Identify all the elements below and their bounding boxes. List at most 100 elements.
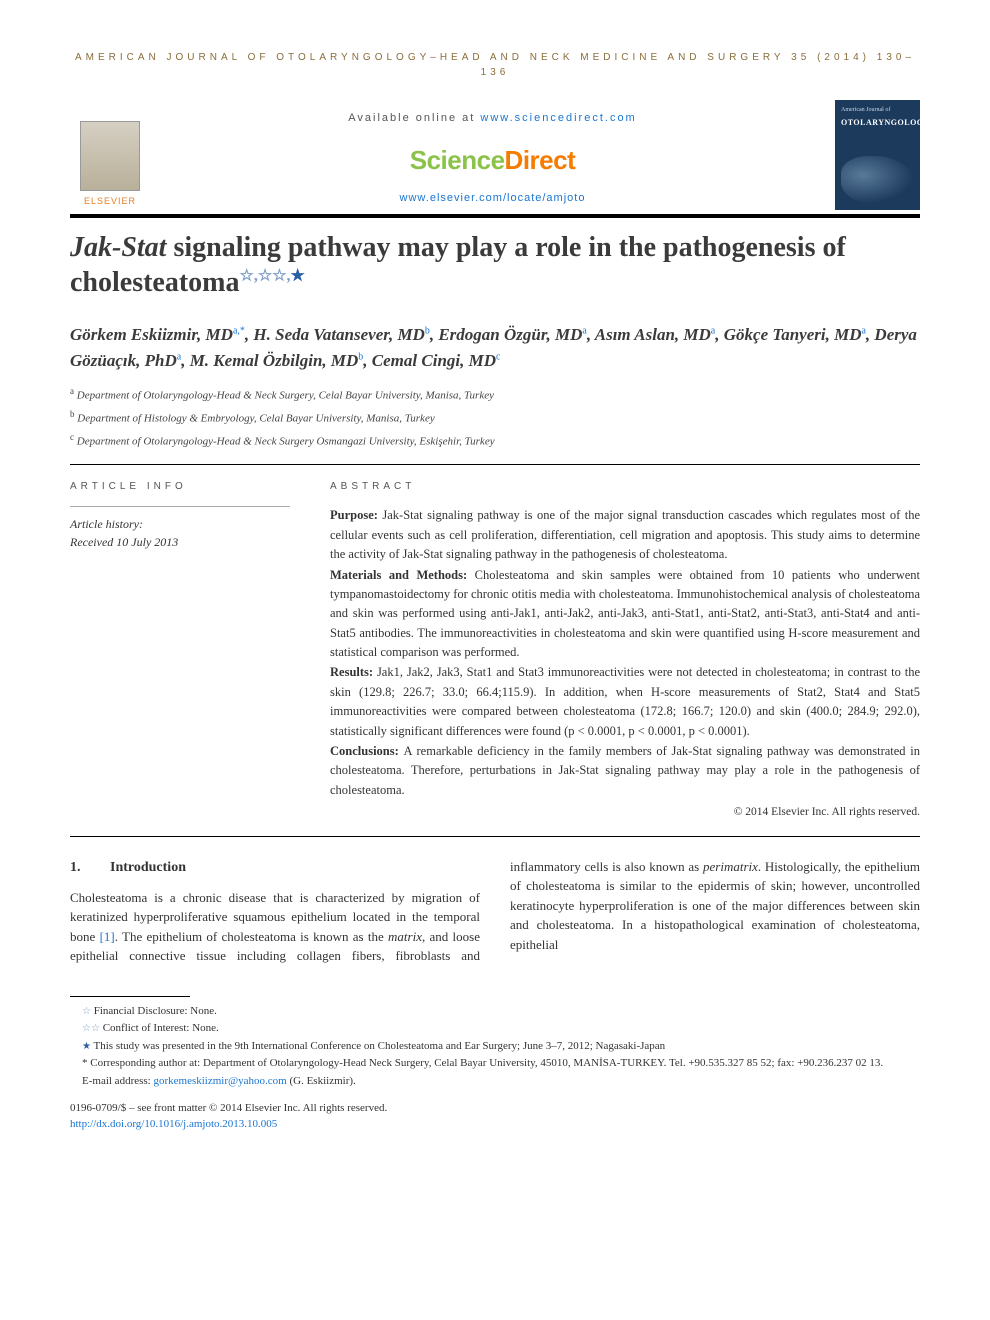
cover-title: OTOLARYNGOLOGY — [841, 117, 914, 129]
sd-word-a: Science — [410, 145, 505, 175]
double-star-icon: ☆☆ — [82, 1023, 100, 1034]
article-info-label: ARTICLE INFO — [70, 479, 290, 494]
author: Erdogan Özgür, MDa — [438, 325, 587, 344]
footnote-star2-icon: ☆☆ — [258, 268, 287, 285]
author-affil-sup: b — [358, 351, 363, 362]
title-italic-term: Jak-Stat — [70, 232, 166, 263]
email-attribution: (G. Eskiizmir). — [287, 1075, 356, 1087]
footnote-star1-icon: ☆ — [240, 268, 254, 285]
sd-word-b: Direct — [505, 145, 576, 175]
elsevier-logo: ELSEVIER — [70, 100, 150, 214]
article-history: Article history: Received 10 July 2013 — [70, 506, 290, 551]
history-label: Article history: — [70, 515, 290, 533]
journal-cover-thumbnail: American Journal of OTOLARYNGOLOGY — [835, 100, 920, 210]
section-title: Introduction — [110, 860, 186, 875]
available-online-line: Available online at www.sciencedirect.co… — [150, 110, 835, 127]
abstract-column: ABSTRACT Purpose: Jak-Stat signaling pat… — [330, 479, 920, 821]
masthead-center: Available online at www.sciencedirect.co… — [150, 100, 835, 214]
running-head: AMERICAN JOURNAL OF OTOLARYNGOLOGY–HEAD … — [70, 50, 920, 80]
footnote: ★ This study was presented in the 9th In… — [70, 1038, 920, 1055]
abstract-label: ABSTRACT — [330, 479, 920, 494]
author: Cemal Cingi, MDc — [372, 351, 501, 370]
author: H. Seda Vatansever, MDb — [253, 325, 429, 344]
author-affil-sup: b — [425, 325, 430, 336]
abstract-copyright: © 2014 Elsevier Inc. All rights reserved… — [330, 804, 920, 822]
affiliation: b Department of Histology & Embryology, … — [70, 408, 920, 427]
author-name: M. Kemal Özbilgin, MD — [190, 351, 359, 370]
affil-text: Department of Otolaryngology-Head & Neck… — [77, 436, 495, 448]
author-affil-sup: c — [496, 351, 500, 362]
front-matter: 0196-0709/$ – see front matter © 2014 El… — [70, 1101, 920, 1132]
footnote-text: This study was presented in the 9th Inte… — [94, 1040, 666, 1052]
affiliation: c Department of Otolaryngology-Head & Ne… — [70, 431, 920, 450]
article-info-column: ARTICLE INFO Article history: Received 1… — [70, 479, 290, 821]
divider — [70, 464, 920, 465]
citation-link[interactable]: [1] — [100, 929, 115, 944]
author-name: Cemal Cingi, MD — [372, 351, 496, 370]
cover-label: American Journal of — [841, 106, 914, 115]
author-name: Görkem Eskiizmir, MD — [70, 325, 233, 344]
affil-text: Department of Otolaryngology-Head & Neck… — [77, 390, 494, 402]
star-icon: ☆ — [82, 1006, 91, 1017]
footnote: ☆ Financial Disclosure: None. — [70, 1003, 920, 1020]
author-name: Gökçe Tanyeri, MD — [724, 325, 862, 344]
footnote-email: E-mail address: gorkemeskiizmir@yahoo.co… — [70, 1073, 920, 1090]
section-heading: 1.Introduction — [70, 857, 480, 878]
sciencedirect-link[interactable]: www.sciencedirect.com — [480, 112, 636, 124]
footnotes: ☆ Financial Disclosure: None. ☆☆ Conflic… — [70, 1003, 920, 1090]
author: M. Kemal Özbilgin, MDb — [190, 351, 364, 370]
author-affil-sup: a — [861, 325, 865, 336]
cover-art-icon — [841, 156, 914, 204]
masthead: ELSEVIER Available online at www.science… — [70, 100, 920, 218]
front-matter-line: 0196-0709/$ – see front matter © 2014 El… — [70, 1101, 920, 1116]
author-name: Asım Aslan, MD — [595, 325, 711, 344]
elsevier-tree-icon — [80, 121, 140, 191]
affil-sup: b — [70, 409, 75, 419]
author-name: H. Seda Vatansever, MD — [253, 325, 424, 344]
abs-methods-label: Materials and Methods: — [330, 568, 475, 582]
author-affil-sup: a — [711, 325, 715, 336]
journal-homepage-link[interactable]: www.elsevier.com/locate/amjoto — [150, 190, 835, 207]
footnote-text: Corresponding author at: Department of O… — [90, 1057, 883, 1069]
doi-link[interactable]: http://dx.doi.org/10.1016/j.amjoto.2013.… — [70, 1118, 277, 1130]
elsevier-wordmark: ELSEVIER — [84, 195, 136, 209]
footnote: ☆☆ Conflict of Interest: None. — [70, 1020, 920, 1037]
info-abstract-row: ARTICLE INFO Article history: Received 1… — [70, 479, 920, 821]
solid-star-icon: ★ — [82, 1041, 91, 1052]
email-link[interactable]: gorkemeskiizmir@yahoo.com — [153, 1075, 286, 1087]
sciencedirect-logo: ScienceDirect — [150, 141, 835, 180]
email-label: E-mail address: — [82, 1075, 153, 1087]
affil-sup: c — [70, 432, 74, 442]
abs-conclusions-label: Conclusions: — [330, 744, 403, 758]
affil-sup: a — [70, 386, 74, 396]
footnote-star-solid-icon: ★ — [291, 268, 305, 285]
affil-text: Department of Histology & Embryology, Ce… — [77, 413, 434, 425]
abs-conclusions: A remarkable deficiency in the family me… — [330, 744, 920, 797]
history-received: Received 10 July 2013 — [70, 533, 290, 551]
abstract-body: Purpose: Jak-Stat signaling pathway is o… — [330, 506, 920, 821]
section-number: 1. — [70, 857, 110, 878]
title-text: signaling pathway may play a role in the… — [70, 232, 846, 298]
abs-results: Jak1, Jak2, Jak3, Stat1 and Stat3 immuno… — [330, 665, 920, 737]
author: Gökçe Tanyeri, MDa — [724, 325, 866, 344]
abs-purpose-label: Purpose: — [330, 508, 382, 522]
author-list: Görkem Eskiizmir, MDa,*, H. Seda Vatanse… — [70, 322, 920, 373]
asterisk-icon: * — [82, 1057, 88, 1069]
abs-purpose: Jak-Stat signaling pathway is one of the… — [330, 508, 920, 561]
footnote-corresponding: * Corresponding author at: Department of… — [70, 1055, 920, 1072]
author-affil-sup: a — [177, 351, 181, 362]
author: Görkem Eskiizmir, MDa,* — [70, 325, 245, 344]
footnote-text: Conflict of Interest: None. — [103, 1022, 219, 1034]
footnote-text: Financial Disclosure: None. — [94, 1005, 217, 1017]
author-name: Erdogan Özgür, MD — [438, 325, 582, 344]
affiliations: a Department of Otolaryngology-Head & Ne… — [70, 385, 920, 450]
divider — [70, 836, 920, 837]
available-prefix: Available online at — [348, 112, 480, 124]
footnote-rule — [70, 996, 190, 997]
author: Asım Aslan, MDa — [595, 325, 716, 344]
abs-results-label: Results: — [330, 665, 377, 679]
author-affil-sup: a,* — [233, 325, 245, 336]
author-affil-sup: a — [582, 325, 586, 336]
body-two-column: 1.Introduction Cholesteatoma is a chroni… — [70, 857, 920, 966]
affiliation: a Department of Otolaryngology-Head & Ne… — [70, 385, 920, 404]
